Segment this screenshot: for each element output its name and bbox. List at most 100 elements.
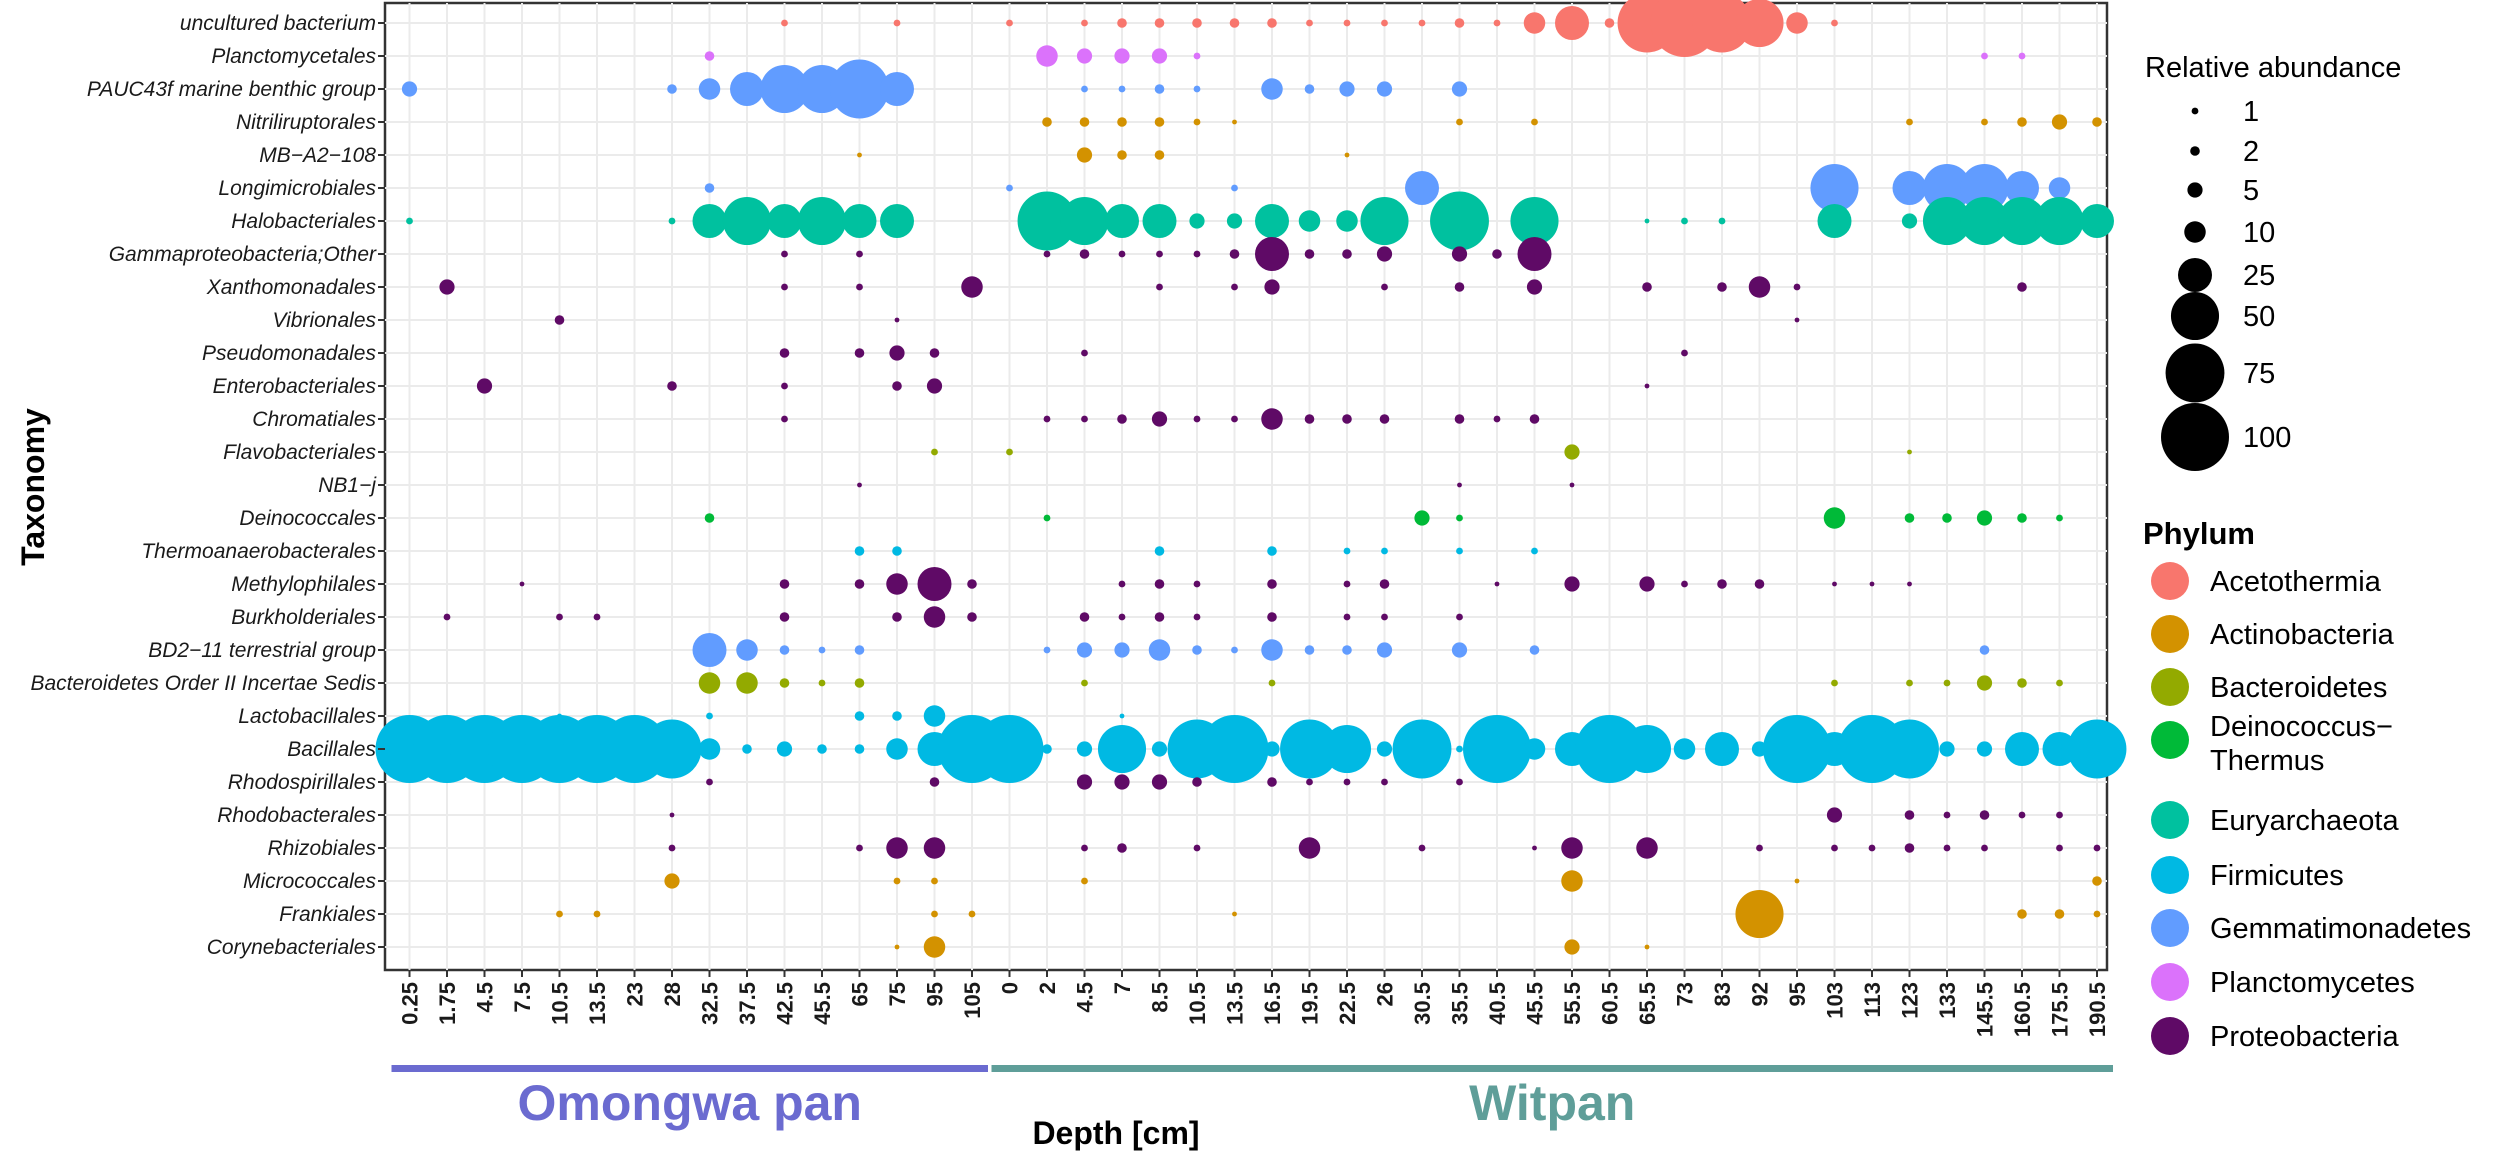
bubble-point	[1081, 679, 1088, 687]
bubble-point	[556, 613, 563, 621]
bubble-point	[1339, 81, 1355, 97]
bubble-point	[1673, 738, 1696, 760]
bubble-point	[779, 612, 790, 622]
bubble-point	[1154, 546, 1165, 556]
bubble-point	[439, 279, 455, 295]
bubble-point	[1510, 196, 1559, 246]
bubble-point	[1192, 18, 1202, 28]
bubble-point	[931, 910, 938, 918]
bubble-point	[856, 250, 863, 258]
bubble-point	[1376, 642, 1393, 658]
bubble-point	[1229, 249, 1240, 259]
bubble-point	[1979, 645, 1990, 655]
size-legend-label: 25	[2243, 260, 2275, 292]
bubble-point	[1463, 715, 1531, 783]
bubble-point	[1642, 282, 1652, 292]
bubble-point	[1922, 196, 1972, 246]
y-tick-label: Vibrionales	[272, 309, 376, 332]
bubble-point	[1644, 944, 1650, 950]
bubble-point	[1492, 249, 1502, 259]
bubble-point	[2093, 844, 2101, 852]
bubble-point	[1906, 118, 1913, 126]
bubble-point	[1079, 612, 1090, 622]
x-tick-label: 113	[1860, 982, 1885, 1018]
x-tick-label: 133	[1935, 982, 1960, 1019]
bubble-point	[1451, 81, 1468, 97]
bubble-point	[923, 837, 946, 859]
bubble-point	[1717, 282, 1727, 292]
bubble-point	[1981, 844, 1988, 852]
bubble-point	[1060, 196, 1109, 246]
y-tick-label: Flavobacteriales	[223, 441, 376, 464]
bubble-point	[2005, 171, 2039, 205]
x-tick-label: 160.5	[2010, 982, 2035, 1037]
bubble-point	[2018, 52, 2026, 60]
bubble-point	[1717, 579, 1727, 589]
bubble-point	[1943, 679, 1951, 687]
bubble-point	[1105, 204, 1139, 238]
bubble-point	[1907, 449, 1912, 455]
bubble-point	[730, 72, 764, 106]
x-tick-label: 45.5	[810, 982, 835, 1025]
bubble-point	[1261, 639, 1283, 661]
bubble-point	[1118, 580, 1126, 588]
bubble-point	[1376, 81, 1393, 97]
bubble-point	[1636, 837, 1658, 859]
bubble-point	[1531, 118, 1538, 126]
bubble-point	[1280, 719, 1339, 779]
bubble-point	[1644, 218, 1650, 224]
x-tick-label: 22.5	[1335, 982, 1360, 1025]
bubble-point	[1232, 119, 1237, 125]
bubble-point	[1904, 843, 1915, 853]
bubble-point	[1226, 213, 1243, 229]
bubble-point	[1264, 279, 1280, 295]
bubble-point	[1904, 810, 1915, 820]
y-tick-label: Rhodobacterales	[217, 804, 376, 827]
bubble-point	[1644, 383, 1650, 389]
bubble-point	[1081, 415, 1088, 423]
bubble-point	[698, 672, 721, 694]
bubble-point	[1193, 415, 1201, 423]
y-tick-label: PAUC43f marine benthic group	[87, 78, 376, 101]
bubble-point	[1454, 414, 1465, 424]
y-tick-label: Nitriliruptorales	[236, 111, 377, 134]
bubble-point	[1017, 191, 1077, 251]
x-tick-label: 55.5	[1560, 982, 1585, 1025]
phylum-legend-key	[2151, 801, 2189, 839]
bubble-point	[1118, 85, 1126, 93]
phylum-legend-label: Proteobacteria	[2210, 1021, 2399, 1053]
bubble-point	[1832, 581, 1837, 587]
size-legend-label: 10	[2243, 217, 2275, 249]
x-tick-label: 75	[885, 982, 910, 1006]
bubble-point	[642, 719, 702, 779]
bubble-point	[1976, 741, 1993, 757]
x-tick-label: 10.5	[1185, 982, 1210, 1025]
bubble-point	[1036, 45, 1058, 67]
bubble-point	[1823, 507, 1846, 529]
bubble-point	[886, 738, 908, 760]
bubble-point	[1794, 878, 1800, 884]
bubble-point	[1154, 18, 1165, 28]
y-tick-label: Longimicrobiales	[218, 177, 376, 200]
x-tick-label: 19.5	[1298, 982, 1323, 1025]
size-legend-label: 2	[2243, 136, 2259, 168]
bubble-point	[1831, 679, 1838, 687]
bubble-point	[1456, 613, 1463, 621]
bubble-point	[1193, 250, 1201, 258]
bubble-point	[1904, 513, 1915, 523]
bubble-point	[1006, 19, 1013, 27]
bubble-point	[856, 844, 863, 852]
bubble-point	[1076, 48, 1093, 64]
size-legend-label: 50	[2243, 301, 2275, 333]
bubble-point	[854, 645, 865, 655]
x-tick-label: 123	[1898, 982, 1923, 1019]
bubble-point	[797, 196, 847, 246]
bubble-point	[1456, 778, 1463, 786]
phylum-legend-label: Acetothermia	[2210, 566, 2382, 598]
bubble-point	[1735, 0, 1784, 48]
bubble-point	[1622, 724, 1672, 774]
x-tick-label: 190.5	[2085, 982, 2110, 1037]
bubble-point	[1154, 579, 1165, 589]
x-tick-label: 42.5	[773, 982, 798, 1025]
